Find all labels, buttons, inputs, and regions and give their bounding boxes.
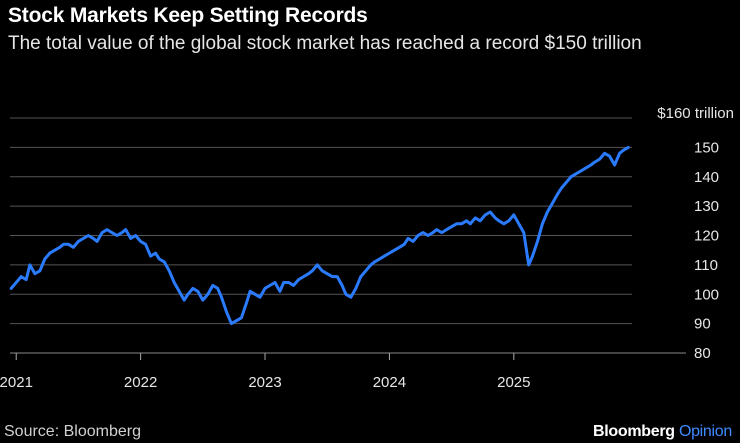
y-tick-label: 150 (694, 139, 719, 156)
y-tick-label: 80 (694, 345, 711, 362)
y-tick-label: 110 (694, 257, 718, 274)
x-tick-label: 2021 (0, 374, 33, 391)
y-tick-label: 130 (694, 198, 719, 215)
x-tick-label: 2024 (373, 374, 406, 391)
x-tick-label: 2025 (497, 374, 530, 391)
brand-sub: Opinion (678, 423, 732, 440)
series-line-market-value (9, 145, 630, 326)
brand-logo: Bloomberg Opinion (593, 423, 732, 441)
y-tick-label: 140 (694, 169, 719, 186)
chart-subtitle: The total value of the global stock mark… (8, 33, 642, 54)
y-tick-label: $160 trillion (657, 105, 734, 122)
gridlines (10, 117, 632, 325)
x-tick-label: 2022 (124, 374, 157, 391)
source-note: Source: Bloomberg (4, 423, 141, 440)
x-tick-label: 2023 (248, 374, 281, 391)
x-axis: 2021 2022 2023 2024 2025 (0, 352, 686, 391)
y-axis-labels: 80 90 100 110 120 130 140 150 $160 trillion (657, 105, 734, 362)
brand-main: Bloomberg (593, 423, 675, 440)
y-tick-label: 120 (694, 228, 719, 245)
chart-title: Stock Markets Keep Setting Records (8, 4, 368, 27)
y-tick-label: 100 (694, 286, 719, 303)
y-tick-label: 90 (694, 316, 711, 333)
